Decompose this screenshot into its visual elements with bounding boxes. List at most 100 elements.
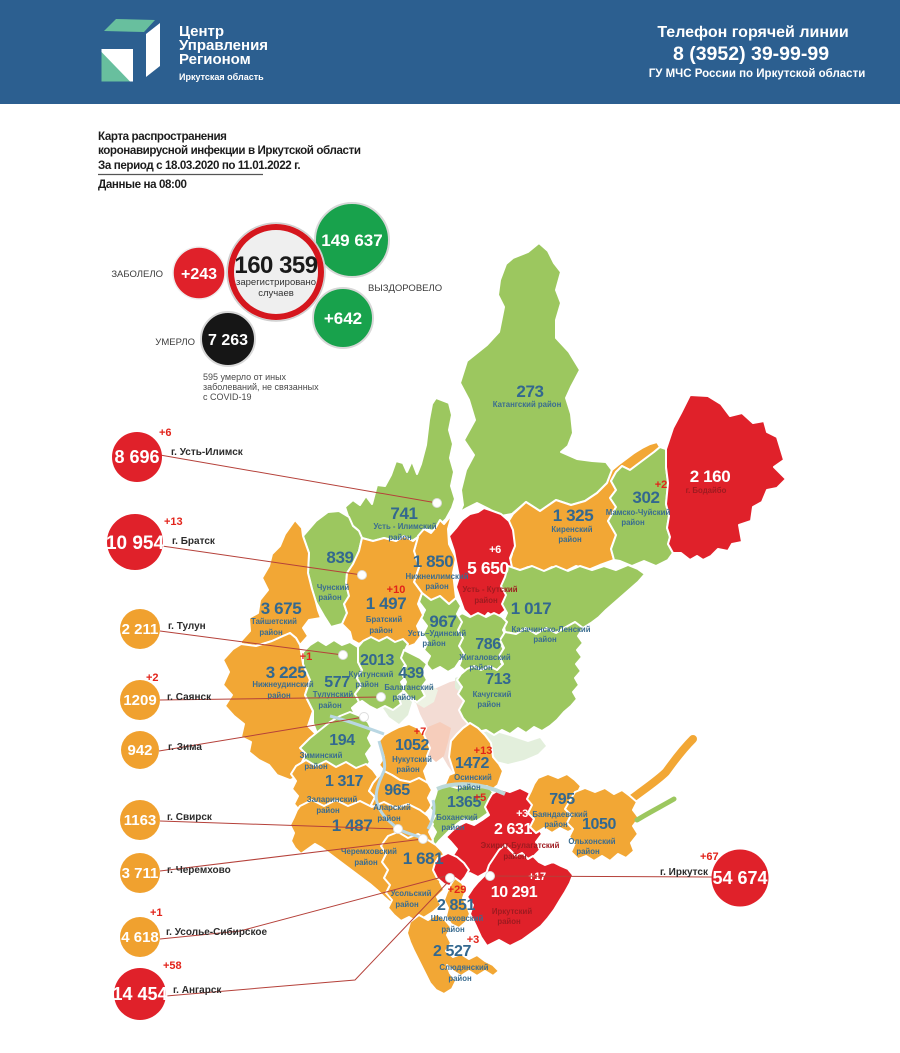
svg-text:район: район bbox=[318, 701, 342, 710]
svg-text:район: район bbox=[422, 639, 446, 648]
svg-text:район: район bbox=[318, 593, 342, 602]
svg-text:Куйтунский: Куйтунский bbox=[349, 670, 394, 679]
svg-text:ЗАБОЛЕЛО: ЗАБОЛЕЛО bbox=[111, 269, 163, 280]
svg-text:Братский: Братский bbox=[366, 615, 402, 624]
svg-text:Осинский: Осинский bbox=[454, 773, 492, 782]
svg-text:2 851: 2 851 bbox=[437, 897, 476, 914]
svg-text:г. Иркутск: г. Иркутск bbox=[660, 867, 709, 878]
svg-text:район: район bbox=[388, 533, 412, 542]
svg-text:район: район bbox=[369, 626, 393, 635]
svg-text:район: район bbox=[474, 596, 498, 605]
svg-text:+2: +2 bbox=[655, 479, 668, 491]
svg-text:Усть–Удинский: Усть–Удинский bbox=[408, 629, 466, 638]
svg-text:1365: 1365 bbox=[447, 794, 481, 811]
svg-text:786: 786 bbox=[475, 636, 501, 653]
svg-text:2 631: 2 631 bbox=[494, 821, 533, 838]
svg-text:+7: +7 bbox=[414, 726, 427, 738]
svg-text:1 325: 1 325 bbox=[553, 506, 594, 525]
svg-text:Катангский район: Катангский район bbox=[493, 400, 562, 409]
svg-text:Мамско-Чуйский: Мамско-Чуйский bbox=[606, 508, 671, 517]
svg-text:Карта распространения: Карта распространения bbox=[98, 130, 227, 143]
svg-text:Данные на 08:00: Данные на 08:00 bbox=[98, 178, 187, 191]
svg-text:160 359: 160 359 bbox=[234, 252, 317, 279]
svg-text:район: район bbox=[448, 974, 472, 983]
svg-text:3 225: 3 225 bbox=[266, 663, 307, 682]
svg-text:942: 942 bbox=[127, 742, 152, 759]
svg-text:+2: +2 bbox=[146, 672, 159, 684]
svg-text:3 675: 3 675 bbox=[261, 599, 302, 618]
svg-text:273: 273 bbox=[516, 382, 543, 401]
svg-text:1052: 1052 bbox=[395, 737, 429, 754]
svg-text:2 160: 2 160 bbox=[690, 467, 731, 486]
svg-text:+13: +13 bbox=[164, 516, 183, 528]
svg-text:Баяндаевский: Баяндаевский bbox=[532, 810, 587, 819]
svg-text:Нижнеилимский: Нижнеилимский bbox=[405, 572, 468, 581]
svg-text:район: район bbox=[354, 858, 378, 867]
svg-text:+67: +67 bbox=[700, 851, 719, 863]
svg-text:+3: +3 bbox=[516, 808, 528, 820]
svg-text:район: район bbox=[392, 693, 416, 702]
svg-text:район: район bbox=[621, 518, 645, 527]
svg-text:Усть - Илимский: Усть - Илимский bbox=[373, 522, 436, 531]
svg-text:1209: 1209 bbox=[123, 692, 156, 709]
svg-text:+6: +6 bbox=[159, 427, 172, 439]
svg-text:Иркутская область: Иркутская область bbox=[179, 72, 264, 82]
svg-text:г. Свирск: г. Свирск bbox=[167, 812, 213, 823]
svg-text:+58: +58 bbox=[163, 960, 182, 972]
svg-text:439: 439 bbox=[398, 665, 424, 682]
svg-text:1472: 1472 bbox=[455, 755, 489, 772]
svg-text:район: район bbox=[377, 814, 401, 823]
svg-text:3 711: 3 711 bbox=[122, 865, 159, 882]
svg-text:+10: +10 bbox=[387, 584, 406, 596]
svg-text:г. Зима: г. Зима bbox=[168, 742, 202, 753]
svg-text:Тайшетский: Тайшетский bbox=[251, 617, 297, 626]
svg-text:+13: +13 bbox=[474, 745, 493, 757]
svg-text:14 454: 14 454 bbox=[112, 984, 167, 1004]
svg-text:Черемховский: Черемховский bbox=[341, 847, 397, 856]
svg-text:8 (3952) 39-99-99: 8 (3952) 39-99-99 bbox=[673, 43, 829, 65]
svg-text:741: 741 bbox=[390, 504, 417, 523]
svg-text:194: 194 bbox=[329, 732, 355, 749]
svg-text:Балаганский: Балаганский bbox=[384, 683, 434, 692]
svg-text:8 696: 8 696 bbox=[114, 447, 159, 467]
svg-text:Управления: Управления bbox=[179, 37, 268, 54]
svg-text:зарегистрировано: зарегистрировано bbox=[236, 277, 316, 288]
svg-text:4 618: 4 618 bbox=[121, 929, 159, 946]
svg-text:+642: +642 bbox=[324, 309, 362, 328]
svg-text:595 умерло от иных: 595 умерло от иных bbox=[203, 372, 287, 382]
svg-text:г. Усть-Илимск: г. Усть-Илимск bbox=[171, 447, 244, 458]
svg-text:Киренский: Киренский bbox=[551, 525, 592, 534]
svg-text:839: 839 bbox=[326, 548, 353, 567]
svg-text:+6: +6 bbox=[489, 544, 501, 556]
svg-text:1 317: 1 317 bbox=[325, 773, 364, 790]
svg-text:с COVID-19: с COVID-19 bbox=[203, 392, 252, 402]
svg-text:ГУ МЧС России по Иркутской обл: ГУ МЧС России по Иркутской области bbox=[649, 68, 866, 80]
svg-text:1 487: 1 487 bbox=[332, 816, 373, 835]
svg-text:район: район bbox=[477, 700, 501, 709]
svg-text:район: район bbox=[316, 806, 340, 815]
svg-text:967: 967 bbox=[429, 612, 456, 631]
svg-text:Эхирит-Булагатский: Эхирит-Булагатский bbox=[481, 841, 560, 850]
svg-text:10 291: 10 291 bbox=[491, 884, 538, 901]
svg-text:54 674: 54 674 bbox=[712, 868, 767, 888]
svg-text:Усольский: Усольский bbox=[391, 889, 432, 898]
svg-text:район: район bbox=[533, 635, 557, 644]
svg-text:г. Черемхово: г. Черемхово bbox=[167, 865, 231, 876]
svg-text:Чунский: Чунский bbox=[317, 583, 350, 592]
svg-text:УМЕРЛО: УМЕРЛО bbox=[155, 337, 195, 348]
svg-text:Телефон горячей линии: Телефон горячей линии bbox=[657, 24, 848, 41]
svg-text:+29: +29 bbox=[448, 884, 467, 896]
svg-text:район: район bbox=[441, 823, 465, 832]
svg-text:Усть - Кутский: Усть - Кутский bbox=[463, 585, 518, 594]
svg-text:район: район bbox=[395, 900, 419, 909]
svg-text:коронавирусной инфекции в Ирку: коронавирусной инфекции в Иркутской обла… bbox=[98, 144, 361, 157]
svg-text:район: район bbox=[497, 917, 521, 926]
svg-text:149 637: 149 637 bbox=[321, 231, 382, 250]
svg-text:Жигаловский: Жигаловский bbox=[458, 653, 511, 662]
svg-text:Аларский: Аларский bbox=[373, 803, 411, 812]
svg-text:5 650: 5 650 bbox=[467, 558, 509, 578]
svg-text:7 263: 7 263 bbox=[208, 332, 248, 349]
svg-text:795: 795 bbox=[549, 791, 575, 808]
svg-text:2013: 2013 bbox=[360, 652, 394, 669]
svg-text:2 527: 2 527 bbox=[433, 943, 472, 960]
